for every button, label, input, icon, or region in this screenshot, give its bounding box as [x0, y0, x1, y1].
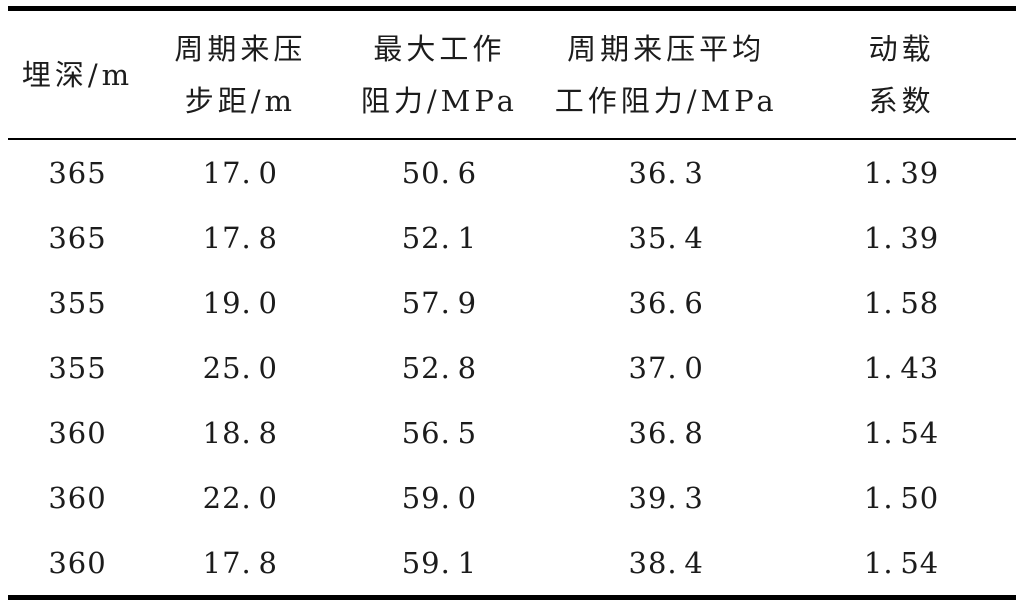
table-row: 365 17. 0 50. 6 36. 3 1. 39: [8, 139, 1016, 205]
table-cell: 360: [48, 480, 107, 515]
table-cell: 36. 6: [628, 285, 704, 320]
table-cell: 1. 54: [863, 415, 940, 450]
table-row: 360 18. 8 56. 5 36. 8 1. 54: [8, 400, 1016, 465]
table-cell: 39. 3: [628, 480, 704, 515]
table-header: 埋深/m 周期来压 步距/m 最大工作 阻力/MPa 周期来压平均 工作阻力/M…: [8, 11, 1016, 140]
table-cell: 17. 0: [202, 155, 279, 190]
table-row: 355 25. 0 52. 8 37. 0 1. 43: [8, 335, 1016, 400]
table-cell: 19. 0: [202, 285, 279, 320]
table-cell: 360: [48, 415, 107, 450]
table-row: 365 17. 8 52. 1 35. 4 1. 39: [8, 205, 1016, 270]
table-cell: 22. 0: [202, 480, 279, 515]
column-header-line: 周期来压: [174, 31, 307, 66]
table-cell: 57. 9: [401, 285, 478, 320]
column-header-burial-depth: 埋深/m: [8, 11, 148, 140]
table-cell: 17. 8: [202, 220, 279, 255]
table-body: 365 17. 0 50. 6 36. 3 1. 39 365 17. 8 52. 1 35. …: [8, 139, 1016, 595]
column-header-weighting-step: 周期来压 步距/m: [147, 11, 334, 140]
table-row: 360 17. 8 59. 1 38. 4 1. 54: [8, 530, 1016, 595]
table-cell: 38. 4: [628, 545, 704, 580]
column-header-line: 最大工作: [373, 31, 506, 66]
table-top-rule: [8, 6, 1016, 11]
table-cell: 365: [48, 155, 107, 190]
table-cell: 35. 4: [628, 220, 704, 255]
table-cell: 25. 0: [202, 350, 279, 385]
table-header-row: 埋深/m 周期来压 步距/m 最大工作 阻力/MPa 周期来压平均 工作阻力/M…: [8, 11, 1016, 140]
column-header-line: 动载: [868, 31, 935, 66]
measurement-table: 埋深/m 周期来压 步距/m 最大工作 阻力/MPa 周期来压平均 工作阻力/M…: [8, 11, 1016, 595]
column-header-avg-working-resistance: 周期来压平均 工作阻力/MPa: [545, 11, 788, 140]
table-cell: 355: [48, 350, 107, 385]
table-cell: 1. 54: [863, 545, 940, 580]
table-cell: 36. 3: [628, 155, 704, 190]
table-cell: 18. 8: [202, 415, 279, 450]
table-cell: 17. 8: [202, 545, 279, 580]
column-header-line: 系数: [868, 83, 935, 118]
table-row: 360 22. 0 59. 0 39. 3 1. 50: [8, 465, 1016, 530]
table-cell: 365: [48, 220, 107, 255]
column-header-dynamic-load-coefficient: 动载 系数: [787, 11, 1016, 140]
column-header-line: 步距/m: [184, 83, 296, 118]
table-cell: 355: [48, 285, 107, 320]
table-cell: 1. 43: [863, 350, 940, 385]
table-cell: 360: [48, 545, 107, 580]
table-bottom-rule: [8, 595, 1016, 600]
table-cell: 1. 50: [863, 480, 940, 515]
column-header-line: 埋深/m: [21, 57, 134, 92]
column-header-line: 周期来压平均: [567, 31, 766, 66]
table-cell: 59. 0: [401, 480, 478, 515]
table-cell: 59. 1: [401, 545, 478, 580]
column-header-max-working-resistance: 最大工作 阻力/MPa: [333, 11, 546, 140]
table-cell: 56. 5: [401, 415, 478, 450]
column-header-line: 工作阻力/MPa: [554, 83, 778, 118]
table-cell: 52. 1: [401, 220, 478, 255]
column-header-line: 阻力/MPa: [360, 83, 518, 118]
table-cell: 1. 58: [863, 285, 940, 320]
table-row: 355 19. 0 57. 9 36. 6 1. 58: [8, 270, 1016, 335]
table-cell: 36. 8: [628, 415, 704, 450]
table-cell: 50. 6: [401, 155, 478, 190]
table-cell: 1. 39: [863, 220, 940, 255]
table-cell: 1. 39: [863, 155, 940, 190]
table-cell: 37. 0: [628, 350, 704, 385]
table-cell: 52. 8: [401, 350, 478, 385]
